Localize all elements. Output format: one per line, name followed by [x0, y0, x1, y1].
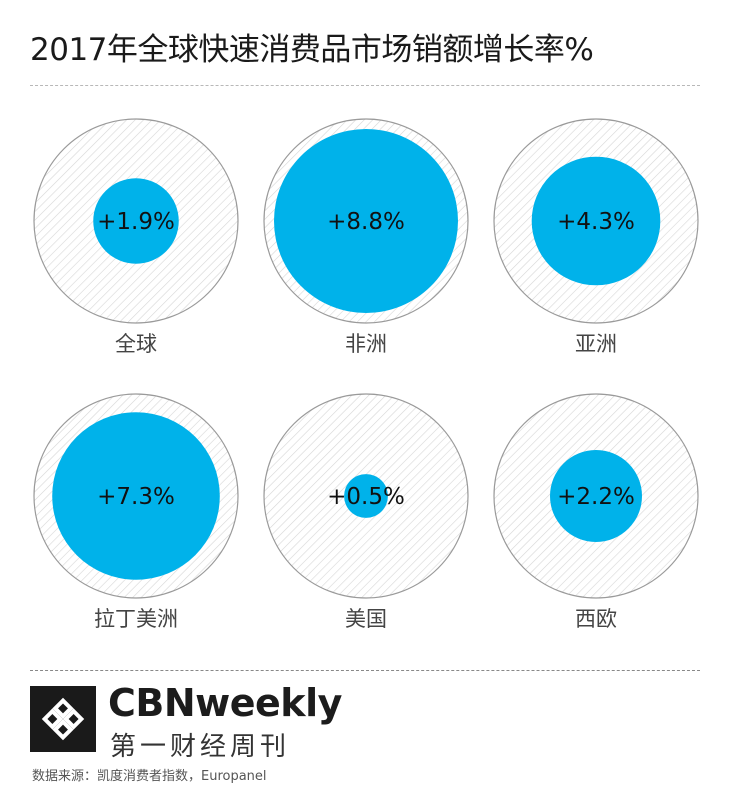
brand-name-en: CBNweekly [108, 681, 342, 725]
value-bubble-1 [274, 129, 458, 313]
region-label-0: 全球 [115, 332, 157, 356]
top-divider [30, 85, 700, 86]
value-label-0: +1.9% [97, 209, 175, 235]
region-label-4: 美国 [345, 607, 387, 631]
value-bubble-5 [550, 450, 642, 542]
region-label-2: 亚洲 [575, 332, 617, 356]
brand-name-cn: 第一财经周刊 [110, 732, 291, 762]
value-bubble-0 [93, 178, 179, 264]
value-label-3: +7.3% [97, 484, 175, 510]
value-label-1: +8.8% [327, 209, 405, 235]
bottom-divider [30, 670, 700, 671]
region-label-5: 西欧 [575, 607, 617, 631]
source-note: 数据来源：凯度消费者指数，Europanel [32, 769, 267, 784]
bubble-chart: +1.9% 全球 +8.8% 非洲 +4.3% 亚洲 +7.3% 拉丁美洲 +0.5% 美国 +2.… [33, 118, 699, 631]
value-label-5: +2.2% [557, 484, 635, 510]
value-label-4: +0.5% [327, 484, 405, 510]
chart-title: 2017年全球快速消费品市场销额增长率% [30, 32, 594, 68]
value-bubble-4 [344, 474, 388, 518]
cbnweekly-logo-icon [30, 686, 96, 752]
value-bubble-2 [531, 156, 661, 286]
region-label-1: 非洲 [345, 332, 387, 356]
value-label-2: +4.3% [557, 209, 635, 235]
value-bubble-3 [52, 412, 220, 580]
region-label-3: 拉丁美洲 [94, 607, 178, 631]
